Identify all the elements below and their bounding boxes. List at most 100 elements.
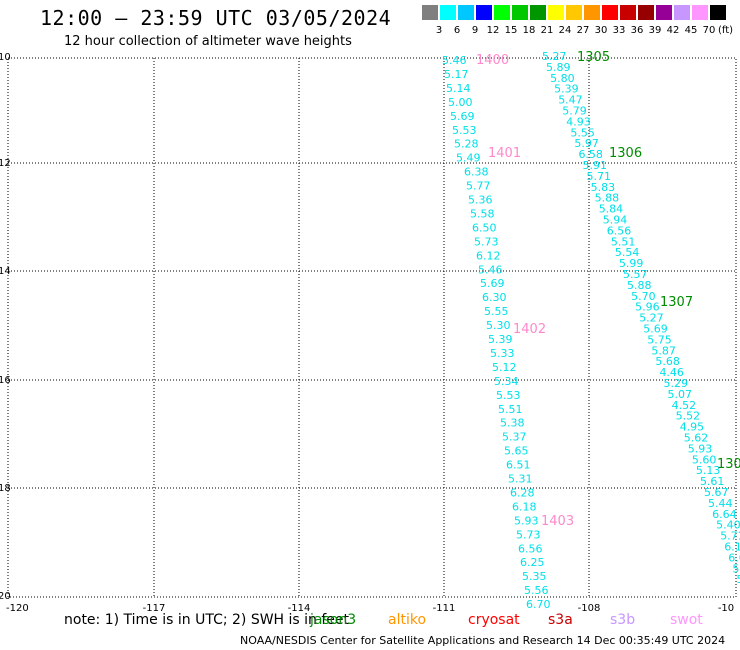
swh-value-track-a: 5.00	[448, 96, 473, 109]
swh-value-track-b: 5.60	[692, 453, 717, 466]
lon-tick-label: -117	[143, 603, 166, 614]
swh-value-track-a: 5.93	[514, 514, 539, 527]
swh-value-track-a: 5.33	[490, 347, 515, 360]
lat-tick-label: 20	[0, 591, 11, 602]
swh-value-track-a: 5.36	[468, 194, 493, 207]
lon-tick-label: -10	[718, 603, 734, 614]
satellite-legend-cryosat: cryosat	[468, 612, 520, 628]
swh-value-track-a: 6.70	[526, 598, 551, 611]
scale-label: 45	[684, 25, 698, 36]
swh-value-track-b: 5.93	[688, 442, 713, 455]
swh-value-track-b: 5.96	[635, 301, 660, 314]
swh-value-track-a: 5.69	[480, 277, 505, 290]
scale-swatch	[584, 5, 600, 20]
swh-value-track-b: 5.71	[720, 530, 740, 543]
scale-label: 39	[648, 25, 662, 36]
swh-value-track-a: 6.25	[520, 556, 545, 569]
scale-swatch	[440, 5, 456, 20]
swh-value-track-a: 5.12	[492, 361, 517, 374]
satellite-legend-s3a: s3a	[548, 612, 573, 628]
swh-value-track-b: 5.44	[708, 497, 733, 510]
pass-number-label: 1402	[513, 322, 546, 337]
swh-value-track-b: 5.68	[655, 355, 680, 368]
footer-note: note: 1) Time is in UTC; 2) SWH is in fe…	[64, 612, 350, 628]
swh-value-track-b: 4.95	[680, 421, 705, 434]
swh-value-track-a: 5.28	[454, 138, 479, 151]
scale-unit-label: (ft)	[718, 25, 734, 36]
scale-swatch	[548, 5, 564, 20]
scale-label: 3	[435, 25, 443, 36]
lon-tick-label: -114	[288, 603, 311, 614]
scale-label: 18	[522, 25, 536, 36]
swh-value-track-b: 5.69	[643, 323, 668, 336]
swh-value-track-a: 6.28	[510, 486, 535, 499]
swh-value-track-b: 5.88	[627, 279, 652, 292]
swh-value-track-a: 5.46	[442, 54, 467, 67]
swh-value-track-a: 5.56	[524, 584, 549, 597]
scale-swatch	[656, 5, 672, 20]
scale-label: 6	[453, 25, 461, 36]
swh-value-track-a: 5.14	[446, 82, 471, 95]
scale-label: 9	[471, 25, 479, 36]
swh-value-track-a: 5.65	[504, 445, 529, 458]
credit-line: NOAA/NESDIS Center for Satellite Applica…	[240, 634, 726, 647]
swh-value-track-a: 5.38	[500, 417, 525, 430]
swh-value-track-b: 5.27	[542, 50, 567, 63]
swh-value-track-b: 5.67	[704, 486, 729, 499]
swh-value-track-b: 5.70	[631, 290, 656, 303]
swh-value-track-a: 5.37	[502, 431, 527, 444]
swh-value-track-b: 5.39	[554, 83, 579, 96]
scale-swatch	[476, 5, 492, 20]
swh-value-track-b: 5.27	[639, 312, 664, 325]
swh-value-track-b: 5.51	[611, 235, 636, 248]
swh-value-track-b: 5.99	[619, 257, 644, 270]
swh-value-track-a: 5.53	[452, 124, 477, 137]
scale-swatch	[422, 5, 438, 20]
scale-label: 27	[576, 25, 590, 36]
pass-number-label: 1403	[541, 514, 574, 529]
swh-value-track-b: 5.13	[696, 464, 721, 477]
scale-swatch	[674, 5, 690, 20]
pass-number-label: 130	[717, 457, 740, 472]
swh-value-track-b: 6.56	[607, 224, 632, 237]
scale-swatch	[566, 5, 582, 20]
scale-label: 70	[702, 25, 716, 36]
swh-value-track-b: 5.80	[550, 72, 575, 85]
swh-value-track-a: 5.35	[522, 570, 547, 583]
swh-value-track-b: 4.93	[566, 115, 591, 128]
swh-value-track-a: 6.12	[476, 249, 501, 262]
swh-value-track-a: 5.49	[456, 152, 481, 165]
swh-value-track-b: 6.04	[728, 551, 740, 564]
swh-value-track-b: 5.88	[595, 192, 620, 205]
swh-value-track-a: 5.73	[516, 528, 541, 541]
scale-label: 12	[486, 25, 500, 36]
swh-value-track-b: 5.75	[647, 333, 672, 346]
lon-tick-label: -120	[6, 603, 29, 614]
satellite-legend-swot: swot	[670, 612, 703, 628]
scale-swatch	[602, 5, 618, 20]
scale-label: 42	[666, 25, 680, 36]
pass-number-label: 1306	[609, 146, 642, 161]
swh-value-track-a: 6.30	[482, 291, 507, 304]
swh-value-track-b: 5.83	[591, 181, 616, 194]
scale-label: 36	[630, 25, 644, 36]
swh-value-track-b: 5.91	[583, 159, 608, 172]
swh-value-track-b: 5.84	[599, 203, 624, 216]
swh-value-track-a: 5.51	[498, 403, 523, 416]
satellite-legend-altiko: altiko	[388, 612, 427, 628]
swh-value-track-b: 5.54	[615, 246, 640, 259]
pass-number-label: 1400	[476, 53, 509, 68]
lat-tick-label: 14	[0, 266, 11, 277]
lat-tick-label: 16	[0, 375, 11, 386]
lon-tick-label: -111	[433, 603, 456, 614]
satellite-legend-s3b: s3b	[610, 612, 636, 628]
swh-value-track-b: 5.79	[562, 105, 587, 118]
map-title: 12:00 – 23:59 UTC 03/05/2024	[40, 6, 392, 30]
swh-value-track-b: 5.62	[684, 432, 709, 445]
swh-value-track-b: 5.29	[664, 377, 689, 390]
scale-swatch	[512, 5, 528, 20]
map-frame	[7, 57, 737, 598]
swh-value-track-b: 6.58	[578, 148, 603, 161]
scale-swatch	[638, 5, 654, 20]
swh-value-track-b: 5.57	[623, 268, 648, 281]
